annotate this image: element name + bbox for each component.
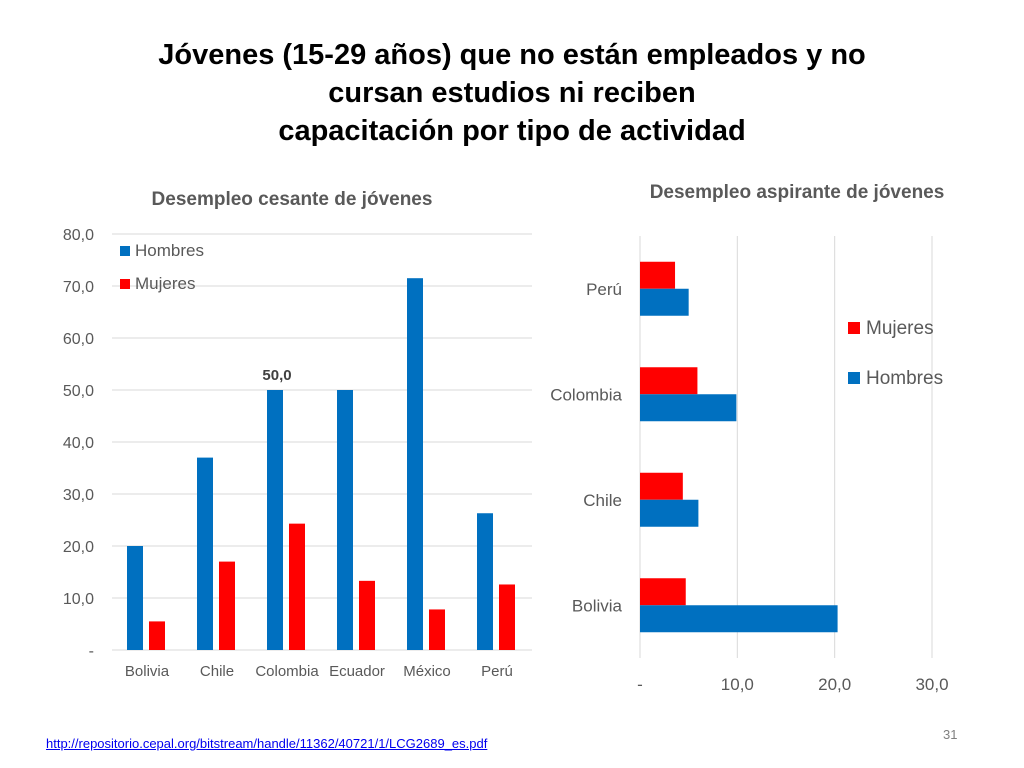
x-tick-label: 30,0 (915, 675, 948, 694)
y-tick-label: 50,0 (63, 383, 94, 400)
bar-mujeres-bolivia (640, 578, 686, 606)
bar-hombres-colombia (267, 390, 283, 650)
bar-mujeres-colombia (289, 523, 305, 650)
bar-hombres-chile (640, 499, 699, 527)
legend-label: Mujeres (135, 274, 195, 293)
bar-hombres-perú (477, 513, 493, 650)
y-tick-label: Chile (583, 491, 622, 510)
bar-mujeres-méxico (429, 609, 445, 650)
bar-mujeres-ecuador (359, 580, 375, 650)
x-tick-label: México (403, 663, 451, 680)
x-tick-label: Perú (481, 663, 513, 680)
y-tick-label: Colombia (550, 385, 622, 404)
x-tick-label: Ecuador (329, 663, 385, 680)
legend-swatch (120, 246, 130, 256)
bar-mujeres-perú (499, 584, 515, 650)
slide-title-line-1: Jóvenes (15-29 años) que no están emplea… (158, 39, 866, 71)
y-tick-label: 40,0 (63, 435, 94, 452)
legend-label: Hombres (866, 368, 943, 389)
bar-hombres-chile (197, 457, 213, 650)
y-tick-label: - (89, 643, 94, 660)
bar-hombres-bolivia (640, 605, 838, 633)
bar-mujeres-bolivia (149, 621, 165, 650)
x-tick-label: Chile (200, 663, 234, 680)
x-tick-label: Bolivia (125, 663, 170, 680)
page-number: 31 (943, 727, 958, 742)
legend-swatch (120, 279, 130, 289)
bar-mujeres-colombia (640, 367, 698, 395)
bar-mujeres-chile (219, 561, 235, 650)
y-tick-label: Perú (586, 280, 622, 299)
chart-title: Desempleo cesante de jóvenes (152, 189, 433, 210)
bar-mujeres-chile (640, 472, 683, 500)
slide-title-line-2: cursan estudios ni reciben (328, 77, 696, 109)
slide-title: Jóvenes (15-29 años) que no están emplea… (62, 36, 962, 150)
legend-label: Mujeres (866, 318, 934, 339)
data-label: 50,0 (262, 367, 291, 384)
legend-label: Hombres (135, 241, 204, 260)
source-link[interactable]: http://repositorio.cepal.org/bitstream/h… (46, 736, 488, 751)
bar-hombres-perú (640, 288, 689, 316)
legend-swatch (848, 372, 860, 384)
legend-swatch (848, 322, 860, 334)
y-tick-label: 80,0 (63, 227, 94, 244)
y-tick-label: 10,0 (63, 591, 94, 608)
bar-hombres-méxico (407, 278, 423, 650)
bar-hombres-colombia (640, 394, 737, 422)
y-tick-label: 70,0 (63, 279, 94, 296)
y-tick-label: 60,0 (63, 331, 94, 348)
x-tick-label: 10,0 (721, 675, 754, 694)
bar-hombres-bolivia (127, 546, 143, 650)
bar-mujeres-perú (640, 261, 676, 289)
y-tick-label: 30,0 (63, 487, 94, 504)
x-tick-label: 20,0 (818, 675, 851, 694)
slide-title-line-3: capacitación por tipo de actividad (278, 115, 746, 147)
x-tick-label: Colombia (255, 663, 319, 680)
y-tick-label: Bolivia (572, 596, 623, 615)
bar-hombres-ecuador (337, 390, 353, 650)
y-tick-label: 20,0 (63, 539, 94, 556)
chart-title: Desempleo aspirante de jóvenes (650, 182, 945, 203)
x-tick-label: - (637, 675, 643, 694)
